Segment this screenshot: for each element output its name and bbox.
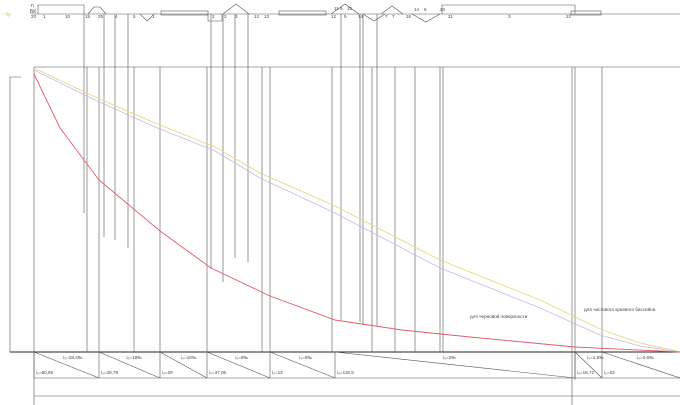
segment-slope-label: i₀=5‰: [299, 355, 312, 360]
yellow-curve-label: для чистового краевого бассейна: [584, 306, 656, 312]
profile-label: 7: [385, 14, 388, 19]
structure-outline: [362, 13, 386, 22]
profile-label: 9: [340, 6, 343, 11]
segment-length-label: i₀=116,5: [337, 370, 354, 375]
segment-slope-label: i₀=28,4‰: [63, 355, 83, 360]
main-frame: [9, 66, 680, 405]
structure-outline: [411, 13, 441, 23]
segment-diagonal: [159, 351, 208, 379]
structure-outline: [441, 4, 576, 14]
profile-label: 12: [331, 14, 337, 19]
corner-note: ~ бр: [1, 12, 11, 18]
profile-label: 11: [334, 6, 339, 11]
segment-diagonal: [334, 351, 576, 379]
profile-label: 20: [440, 7, 446, 12]
profile-label: 15: [347, 6, 353, 11]
profile-label: 1: [152, 14, 155, 19]
top-strip-structures: [37, 3, 602, 23]
segment-diagonal: [33, 351, 100, 379]
structure-outline: [37, 4, 85, 14]
profile-label: 1: [43, 14, 46, 19]
profile-label: 3: [508, 14, 511, 19]
top-marker-code: БК: [30, 9, 36, 15]
profile-label: 16: [406, 14, 412, 19]
profile-label: 21: [448, 14, 454, 19]
structure-outline: [570, 10, 602, 16]
segment-diagonal: [98, 351, 161, 379]
profile-label: 25: [98, 14, 104, 19]
structure-outline: [160, 10, 209, 16]
red-curve: [33, 73, 680, 353]
profile-label: 2: [212, 14, 215, 19]
profile-label: 10: [65, 14, 71, 19]
red-curve-label: для черновой поверхности: [470, 313, 528, 319]
structure-outline: [330, 3, 360, 15]
left-height-bracket: [9, 76, 21, 352]
profile-label: 3: [235, 14, 238, 19]
purple-curve: [33, 69, 680, 353]
structure-outline: [278, 10, 327, 16]
segment-length-label: i₀=37,06: [209, 370, 227, 375]
segment-slope-label: i₀=10‰: [181, 355, 197, 360]
segment-length-label: i₀=60,69: [36, 370, 54, 375]
profile-label: 7: [392, 14, 395, 19]
slope-segments-band: i₀=28,4‰ i₀=60,69 i₀=19‰ i₀=28,79 i₀=10‰ i₀=2…: [33, 351, 680, 379]
profile-label: 13: [264, 14, 270, 19]
yellow-curve: [33, 67, 680, 353]
segment-length-label: i₀=15,72: [577, 370, 595, 375]
segment-diagonal: [269, 351, 336, 379]
vertical-drop-lines: [83, 14, 603, 405]
segment-length-label: i₀=53: [604, 370, 615, 375]
structure-outline: [87, 6, 107, 15]
segment-length-label: i₀=29: [162, 370, 173, 375]
segment-diagonal: [574, 351, 603, 379]
profile-curves: [33, 67, 680, 353]
structure-outline: [222, 3, 250, 15]
segment-slope-label: i₀=0,6‰: [637, 355, 654, 360]
profile-label: 20: [31, 14, 37, 19]
segment-slope-label: i₀=2‰: [443, 355, 456, 360]
profile-label: 22: [566, 14, 572, 19]
profile-label: 5: [344, 14, 347, 19]
profile-label: 4: [115, 14, 118, 19]
profile-label: 12: [254, 14, 260, 19]
profile-label: 14: [358, 14, 364, 19]
profile-label: 6: [424, 7, 427, 12]
profile-label: 15: [85, 14, 91, 19]
segment-length-label: i₀=13: [272, 370, 283, 375]
segment-diagonal: [601, 351, 680, 379]
structure-outline: [380, 5, 404, 15]
profile-label: 2: [224, 14, 227, 19]
profile-label: 5: [133, 14, 136, 19]
segment-slope-label: i₀=8‰: [235, 355, 248, 360]
segment-length-label: i₀=28,79: [101, 370, 119, 375]
structure-outline: [139, 13, 155, 22]
segment-slope-label: i₀=1,5‰: [587, 355, 604, 360]
structure-outline: [207, 14, 223, 22]
top-marker-letter: n: [31, 3, 34, 9]
segment-slope-label: i₀=19‰: [126, 355, 142, 360]
segment-diagonal: [206, 351, 271, 379]
profile-label: 14: [414, 7, 420, 12]
